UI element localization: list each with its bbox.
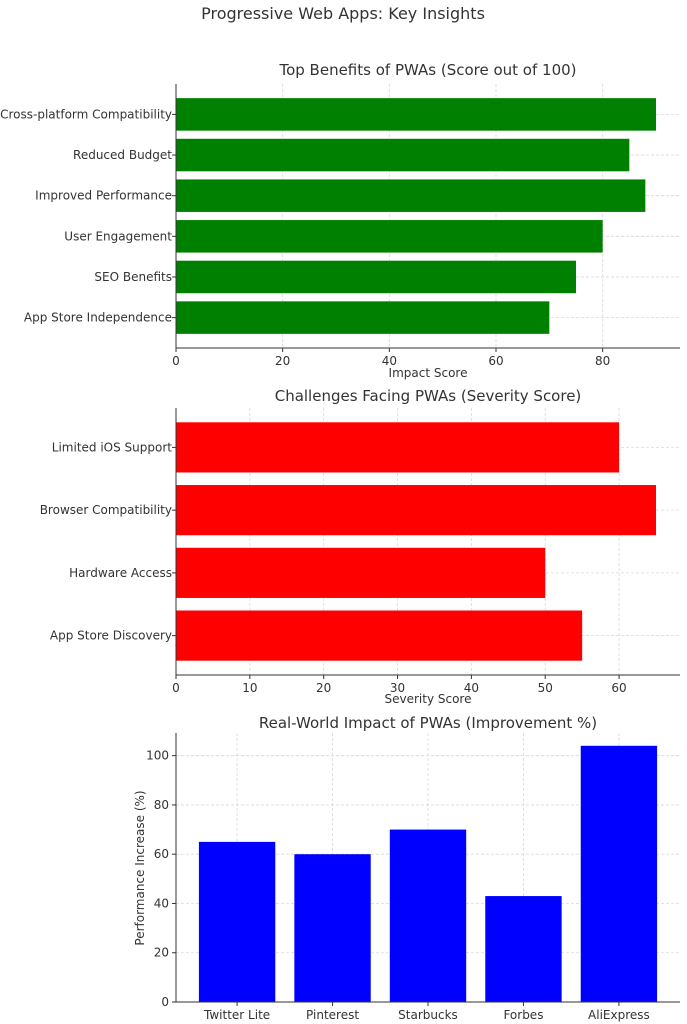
impact-y-tick-label: 40 <box>154 896 169 910</box>
challenges-x-tick-label: 30 <box>390 681 405 695</box>
impact-y-tick-label: 100 <box>146 749 169 763</box>
impact-bar <box>198 841 276 1002</box>
benefits-x-tick-label: 60 <box>488 354 503 368</box>
impact-category-label: Twitter Lite <box>203 1008 270 1022</box>
challenges-bar <box>176 610 583 661</box>
benefits-category-label: Reduced Budget <box>73 148 172 162</box>
challenges-x-tick-label: 0 <box>172 681 180 695</box>
challenges-x-tick-label: 60 <box>611 681 626 695</box>
impact-bar <box>389 829 467 1002</box>
benefits-bar <box>176 98 656 131</box>
impact-chart: Real-World Impact of PWAs (Improvement %… <box>133 714 680 1022</box>
challenges-x-tick-label: 40 <box>464 681 479 695</box>
benefits-bar <box>176 138 630 172</box>
challenges-bar <box>176 422 620 473</box>
challenges-chart-title: Challenges Facing PWAs (Severity Score) <box>275 387 582 405</box>
challenges-category-label: App Store Discovery <box>50 629 172 643</box>
impact-category-label: AliExpress <box>588 1008 650 1022</box>
impact-bar <box>294 854 371 1002</box>
impact-category-label: Pinterest <box>306 1008 359 1022</box>
impact-category-label: Forbes <box>503 1008 543 1022</box>
benefits-bar <box>176 301 550 334</box>
benefits-x-axis-label: Impact Score <box>389 366 468 380</box>
challenges-category-label: Browser Compatibility <box>40 503 172 517</box>
challenges-x-axis-label: Severity Score <box>385 692 472 706</box>
impact-bar <box>580 745 658 1002</box>
challenges-bar <box>176 547 546 598</box>
benefits-bar <box>176 220 603 253</box>
impact-y-tick-label: 60 <box>154 847 169 861</box>
challenges-x-tick-label: 50 <box>538 681 553 695</box>
benefits-category-label: Cross-platform Compatibility <box>0 107 172 121</box>
impact-chart-title: Real-World Impact of PWAs (Improvement %… <box>259 714 597 732</box>
impact-y-tick-label: 80 <box>154 798 169 812</box>
benefits-x-tick-label: 40 <box>382 354 397 368</box>
benefits-chart: Top Benefits of PWAs (Score out of 100) … <box>0 61 680 380</box>
benefits-x-tick-label: 20 <box>275 354 290 368</box>
challenges-x-tick-label: 20 <box>316 681 331 695</box>
figure-title: Progressive Web Apps: Key Insights <box>201 4 485 23</box>
benefits-bar <box>176 179 646 212</box>
benefits-category-label: SEO Benefits <box>94 270 172 284</box>
impact-bar <box>485 896 562 1002</box>
benefits-bar <box>176 260 576 294</box>
benefits-category-label: User Engagement <box>64 229 172 243</box>
impact-category-label: Starbucks <box>398 1008 458 1022</box>
challenges-category-label: Hardware Access <box>69 566 172 580</box>
benefits-category-label: App Store Independence <box>24 311 172 325</box>
challenges-category-label: Limited iOS Support <box>52 440 173 454</box>
challenges-x-tick-label: 10 <box>242 681 257 695</box>
benefits-x-tick-label: 80 <box>595 354 610 368</box>
impact-y-tick-label: 0 <box>161 995 169 1009</box>
benefits-category-label: Improved Performance <box>35 189 172 203</box>
challenges-bar <box>176 485 656 536</box>
impact-y-axis-label: Performance Increase (%) <box>133 790 147 945</box>
challenges-chart: Challenges Facing PWAs (Severity Score) … <box>40 387 680 706</box>
benefits-x-tick-label: 0 <box>172 354 180 368</box>
benefits-chart-title: Top Benefits of PWAs (Score out of 100) <box>278 61 576 79</box>
impact-y-tick-label: 20 <box>154 946 169 960</box>
